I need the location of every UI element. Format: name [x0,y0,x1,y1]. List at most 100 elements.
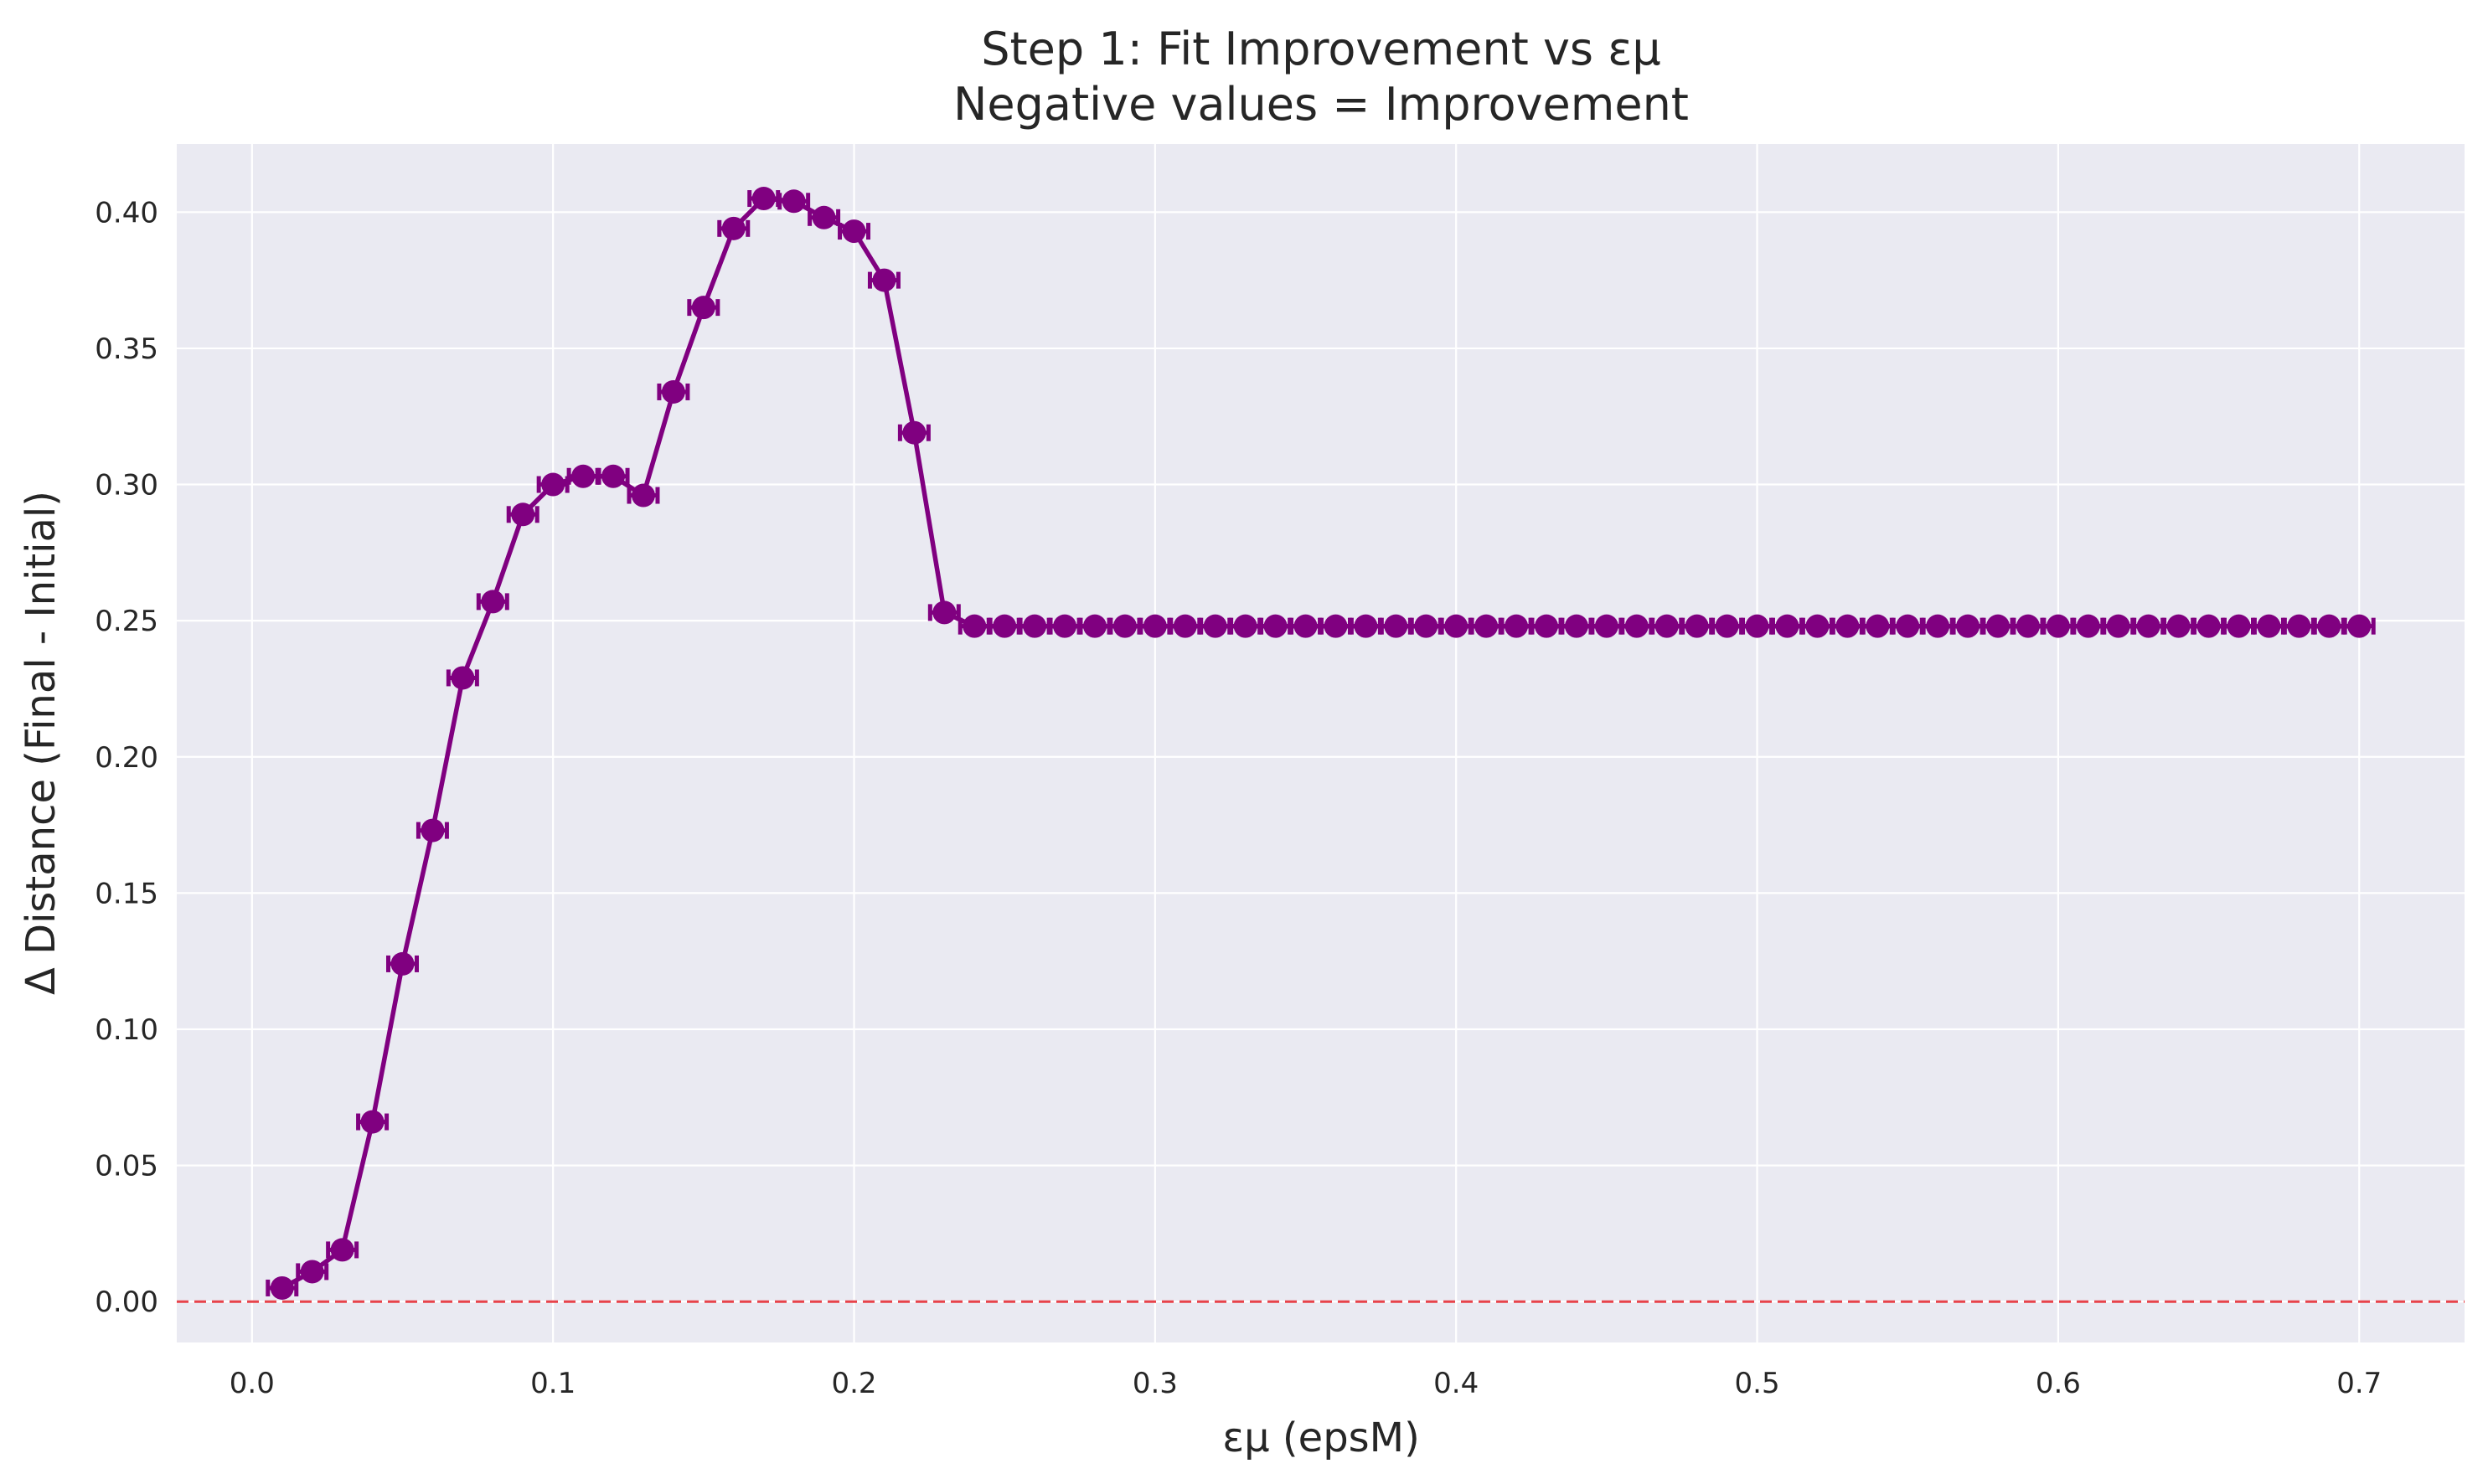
data-marker [1414,614,1438,638]
chart-title: Step 1: Fit Improvement vs εμ [981,23,1661,75]
y-tick-label: 0.25 [95,605,158,638]
data-marker [1384,614,1408,638]
data-point [386,951,420,976]
data-marker [390,951,415,976]
data-marker [1505,614,1529,638]
data-point [1379,614,1412,638]
data-marker [360,1110,385,1134]
x-tick-label: 0.3 [1133,1367,1178,1400]
data-point [2222,614,2255,638]
data-marker [963,614,987,638]
data-marker [481,590,505,614]
data-marker [721,216,746,240]
data-marker [782,189,806,214]
y-tick-label: 0.10 [95,1013,158,1047]
y-axis-label: Δ Distance (Final - Initial) [18,491,65,995]
data-marker [1354,614,1378,638]
data-point [838,219,871,244]
data-point [1800,614,1834,638]
data-marker [1053,614,1077,638]
x-tick-label: 0.7 [2336,1367,2382,1400]
data-marker [1624,614,1649,638]
data-point [1770,614,1804,638]
data-marker [2076,614,2100,638]
data-marker [1805,614,1830,638]
x-tick-label: 0.1 [530,1367,576,1400]
data-point [446,666,479,690]
data-marker [1594,614,1618,638]
data-marker [601,464,626,488]
y-tick-label: 0.00 [95,1286,158,1319]
data-marker [421,818,445,842]
x-axis: 0.0 0.1 0.2 0.3 0.4 0.5 0.6 0.7 [230,1367,2382,1400]
y-tick-label: 0.40 [95,196,158,229]
data-marker [1535,614,1559,638]
data-marker [691,296,715,320]
data-marker [1986,614,2011,638]
data-point [506,502,539,527]
data-marker [2196,614,2221,638]
data-marker [1233,614,1257,638]
chart-subtitle: Negative values = Improvement [953,78,1689,131]
data-point [1711,614,1744,638]
data-marker [330,1238,354,1262]
data-marker [1775,614,1799,638]
data-marker [1263,614,1288,638]
data-point [808,205,841,229]
data-marker [1866,614,1890,638]
data-marker [2347,614,2372,638]
data-point [296,1260,329,1284]
x-tick-label: 0.5 [1735,1367,1780,1400]
data-point [476,590,509,614]
data-marker [631,483,655,508]
data-marker [2046,614,2070,638]
x-tick-label: 0.0 [230,1367,275,1400]
x-tick-label: 0.6 [2036,1367,2081,1400]
x-tick-label: 0.2 [831,1367,876,1400]
data-point [266,1275,299,1300]
data-marker [270,1275,294,1300]
data-point [687,296,720,320]
data-point [927,600,961,625]
x-tick-label: 0.4 [1433,1367,1479,1400]
data-marker [2257,614,2281,638]
data-marker [2016,614,2040,638]
data-marker [1956,614,1980,638]
data-marker [1082,614,1107,638]
data-marker [451,666,475,690]
y-tick-label: 0.30 [95,469,158,502]
data-marker [1112,614,1137,638]
data-marker [2287,614,2311,638]
data-marker [1293,614,1318,638]
data-marker [1715,614,1739,638]
data-point [657,379,690,404]
data-marker [842,219,866,244]
data-marker [751,187,776,211]
y-tick-label: 0.35 [95,332,158,366]
data-marker [1444,614,1469,638]
data-marker [1023,614,1047,638]
data-marker [300,1260,324,1284]
data-marker [872,268,896,292]
data-point [1830,614,1864,638]
data-marker [1745,614,1769,638]
y-tick-label: 0.20 [95,741,158,775]
data-marker [2317,614,2341,638]
plot-area [177,144,2465,1342]
data-marker [1474,614,1499,638]
data-point [867,268,901,292]
data-marker [902,420,927,445]
y-tick-label: 0.15 [95,877,158,910]
data-marker [1835,614,1860,638]
data-point [1469,614,1503,638]
data-point [326,1238,359,1262]
series-group [266,187,2376,1300]
data-point [356,1110,390,1134]
data-point [2342,614,2376,638]
data-marker [2136,614,2160,638]
data-marker [571,464,596,488]
data-marker [932,600,957,625]
data-marker [2106,614,2130,638]
data-point [717,216,751,240]
